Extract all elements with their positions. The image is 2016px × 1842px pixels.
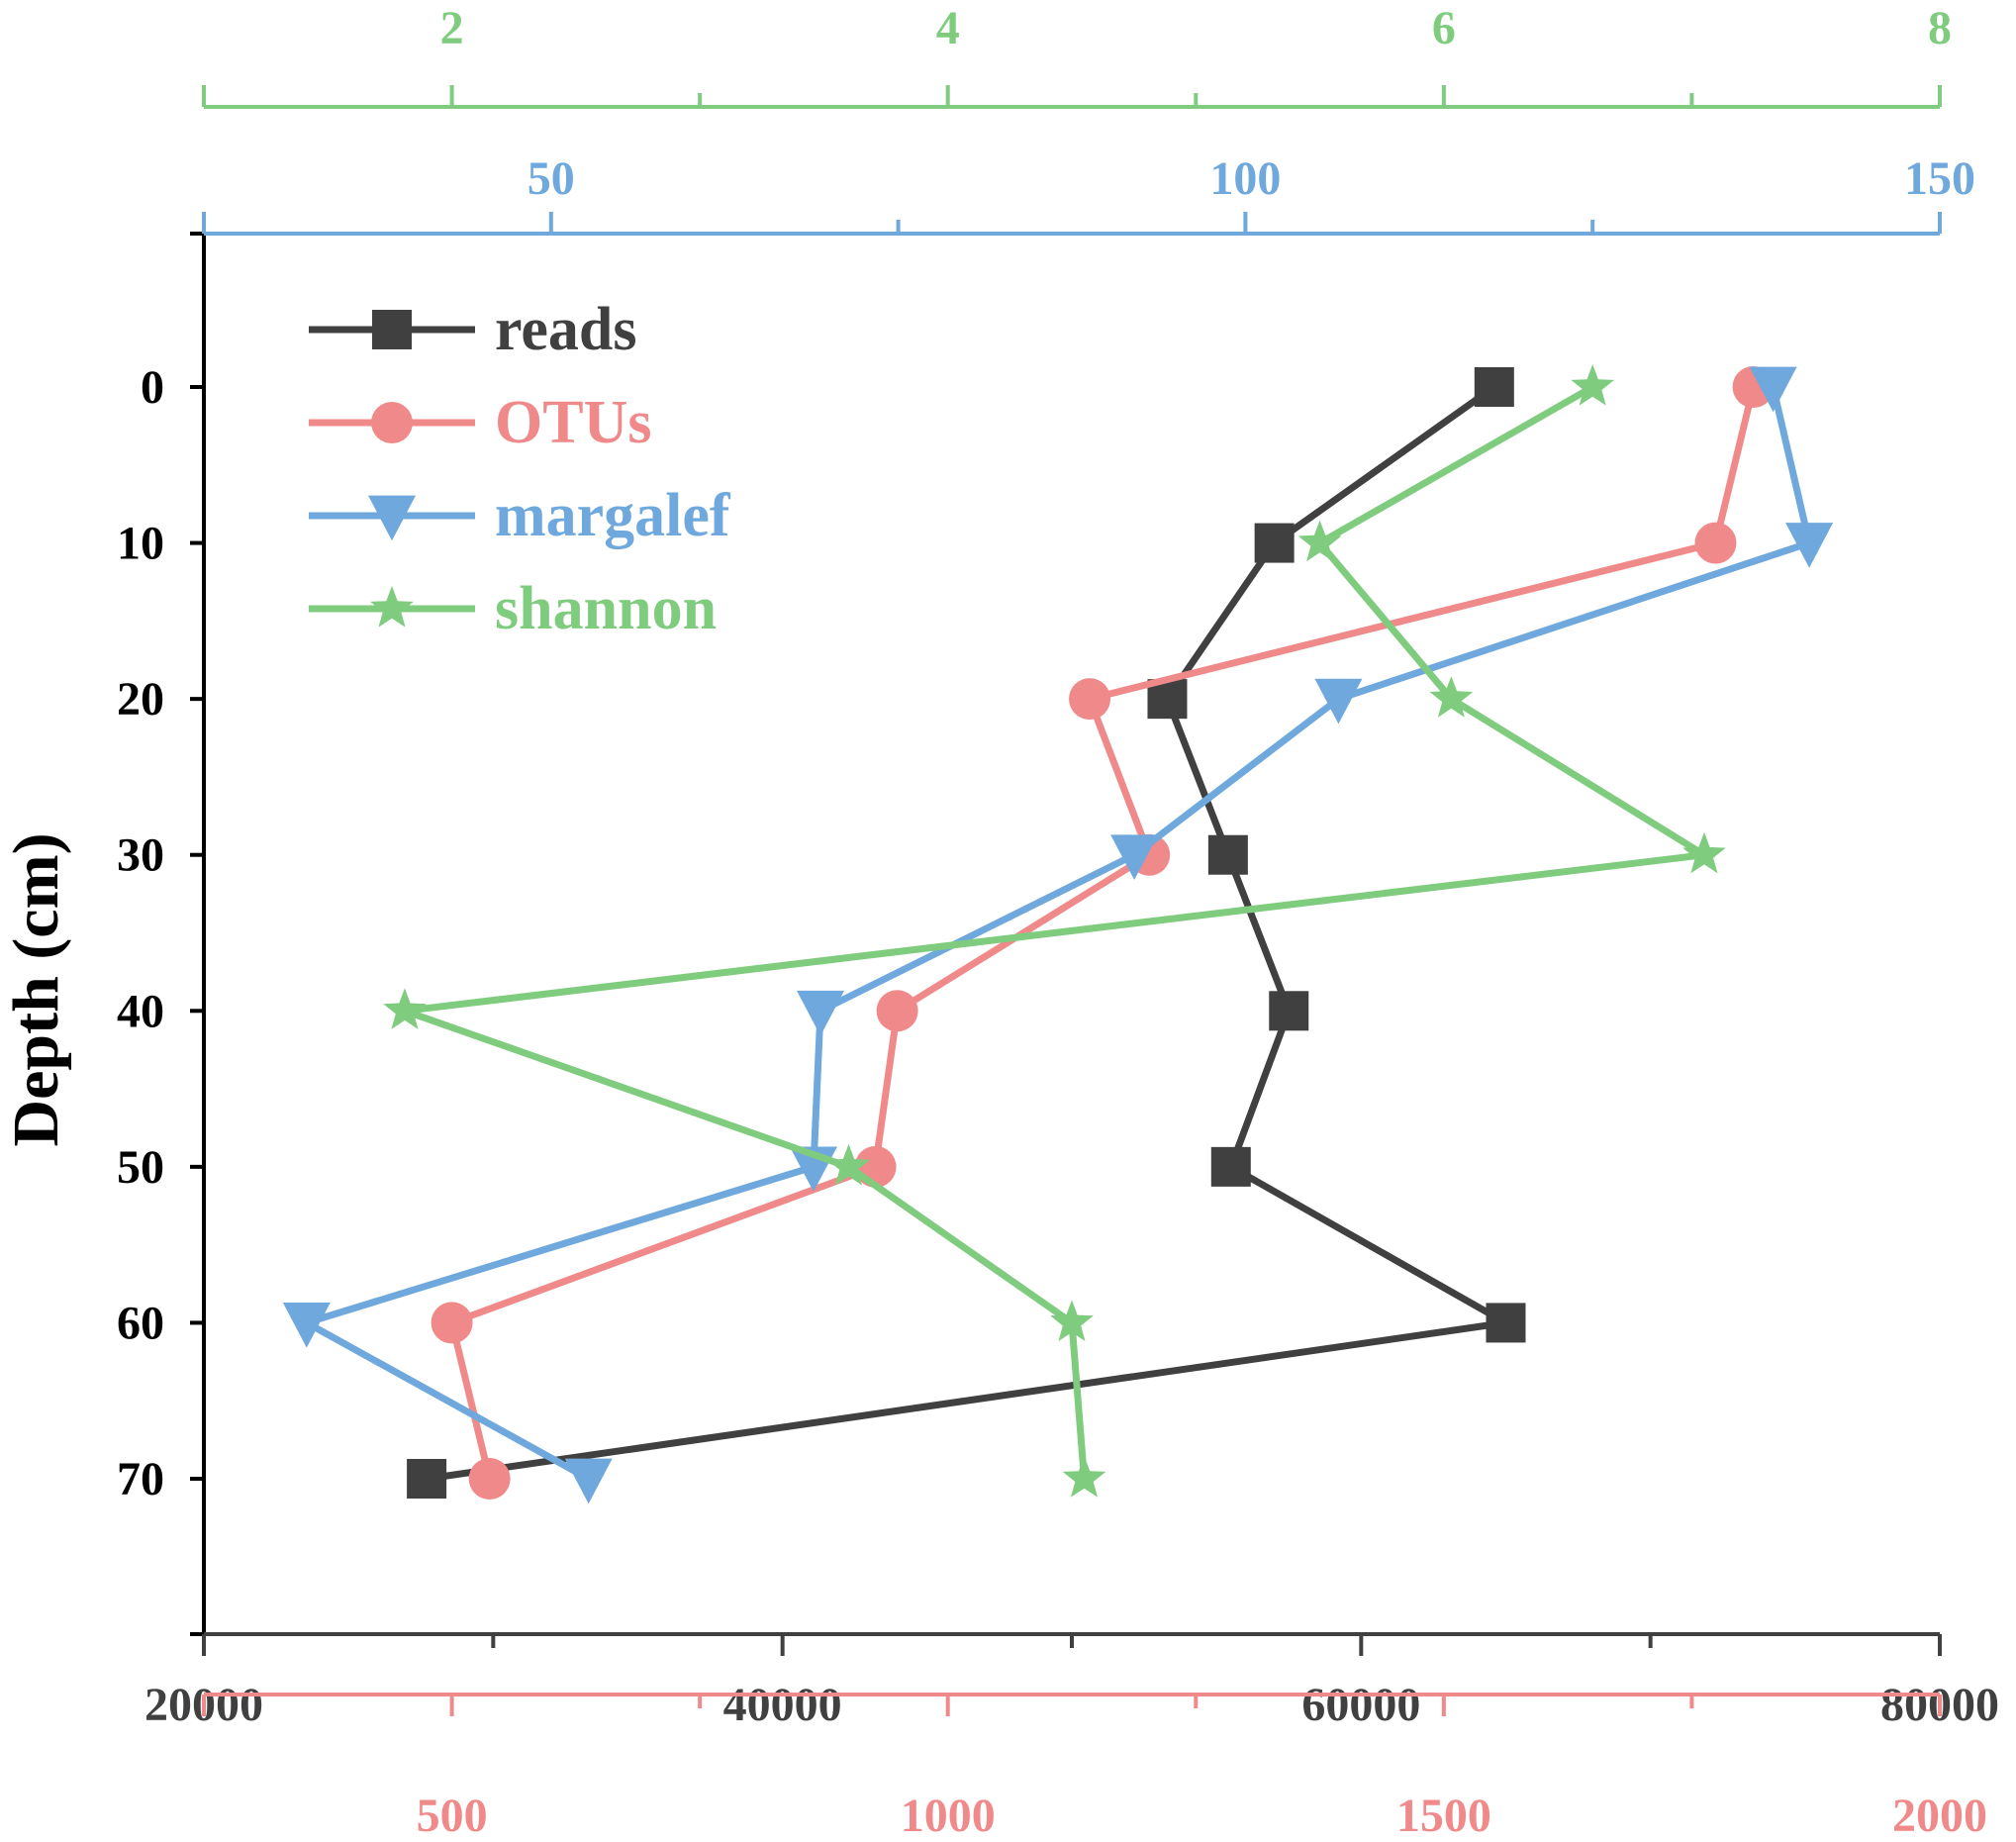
series-line-margalef: [303, 386, 1813, 1483]
y-tick-label: 10: [117, 518, 164, 570]
reads-x-tick-label: 60000: [1301, 1679, 1420, 1731]
legend-label: margalef: [495, 482, 731, 549]
data-point-shannon: [1297, 520, 1342, 562]
legend-item-margalef: margalef: [309, 482, 731, 549]
legend-marker: [372, 310, 412, 349]
data-point-otus: [1069, 678, 1111, 721]
data-point-reads: [1269, 991, 1309, 1031]
series-reads: [407, 367, 1526, 1499]
data-point-reads: [1207, 834, 1248, 875]
series-line-shannon: [401, 383, 1708, 1480]
data-point-shannon: [1682, 831, 1726, 874]
legend-marker: [368, 495, 416, 541]
margalef-x-tick-label: 100: [1209, 152, 1281, 205]
legend-item-shannon: shannon: [309, 575, 717, 642]
shannon-x-tick-label: 4: [936, 2, 960, 54]
legend: reads OTUs margalef shannon: [309, 296, 731, 642]
data-point-shannon: [383, 988, 427, 1029]
data-point-margalef: [797, 990, 845, 1036]
data-point-otus: [876, 990, 918, 1032]
data-point-otus: [431, 1302, 473, 1344]
data-point-margalef: [1749, 366, 1797, 413]
data-point-margalef: [1785, 523, 1834, 568]
series-margalef: [282, 366, 1834, 1504]
shannon-x-tick-label: 8: [1928, 2, 1952, 54]
data-point-shannon: [1050, 1300, 1094, 1341]
data-point-margalef: [282, 1303, 331, 1348]
y-tick-label: 20: [117, 673, 164, 726]
data-point-reads: [1210, 1146, 1251, 1187]
series-line-otus: [448, 386, 1758, 1480]
legend-label: OTUs: [495, 389, 651, 456]
shannon-x-tick-label: 6: [1432, 2, 1456, 54]
y-tick-label: 50: [117, 1141, 164, 1194]
data-point-margalef: [1110, 834, 1159, 880]
otus-x-tick-label: 2000: [1892, 1790, 1987, 1842]
shannon-x-tick-label: 2: [440, 2, 464, 54]
legend-item-reads: reads: [309, 296, 637, 363]
data-point-reads: [1486, 1303, 1526, 1343]
series-layer: [282, 364, 1834, 1504]
legend-label: shannon: [495, 575, 717, 642]
legend-item-otus: OTUs: [309, 389, 651, 456]
y-tick-label: 40: [117, 985, 164, 1037]
data-point-reads: [407, 1459, 447, 1499]
series-line-reads: [426, 384, 1509, 1483]
y-tick-label: 0: [141, 361, 164, 414]
y-tick-label: 30: [117, 829, 164, 882]
data-point-shannon: [1429, 676, 1474, 718]
legend-label: reads: [495, 296, 637, 363]
reads-x-tick-label: 40000: [723, 1679, 842, 1731]
y-tick-label: 70: [117, 1453, 164, 1505]
data-point-reads: [1254, 523, 1295, 563]
data-point-shannon: [1062, 1456, 1106, 1498]
y-axis-title: Depth (cm): [0, 832, 72, 1146]
data-point-shannon: [826, 1143, 871, 1186]
data-point-otus: [1694, 522, 1737, 564]
data-point-margalef: [564, 1458, 613, 1504]
data-point-reads: [1474, 367, 1514, 407]
margalef-x-tick-label: 50: [528, 152, 575, 205]
y-tick-label: 60: [117, 1297, 164, 1349]
legend-marker: [370, 586, 414, 628]
otus-x-tick-label: 1500: [1396, 1790, 1491, 1842]
legend-marker: [371, 402, 413, 443]
data-point-shannon: [1571, 364, 1615, 406]
series-shannon: [383, 364, 1726, 1498]
data-point-otus: [468, 1458, 511, 1500]
margalef-x-tick-label: 150: [1904, 152, 1975, 205]
otus-x-tick-label: 500: [417, 1790, 488, 1842]
otus-x-tick-label: 1000: [901, 1790, 996, 1842]
data-point-margalef: [1314, 678, 1363, 725]
series-otus: [431, 366, 1775, 1500]
